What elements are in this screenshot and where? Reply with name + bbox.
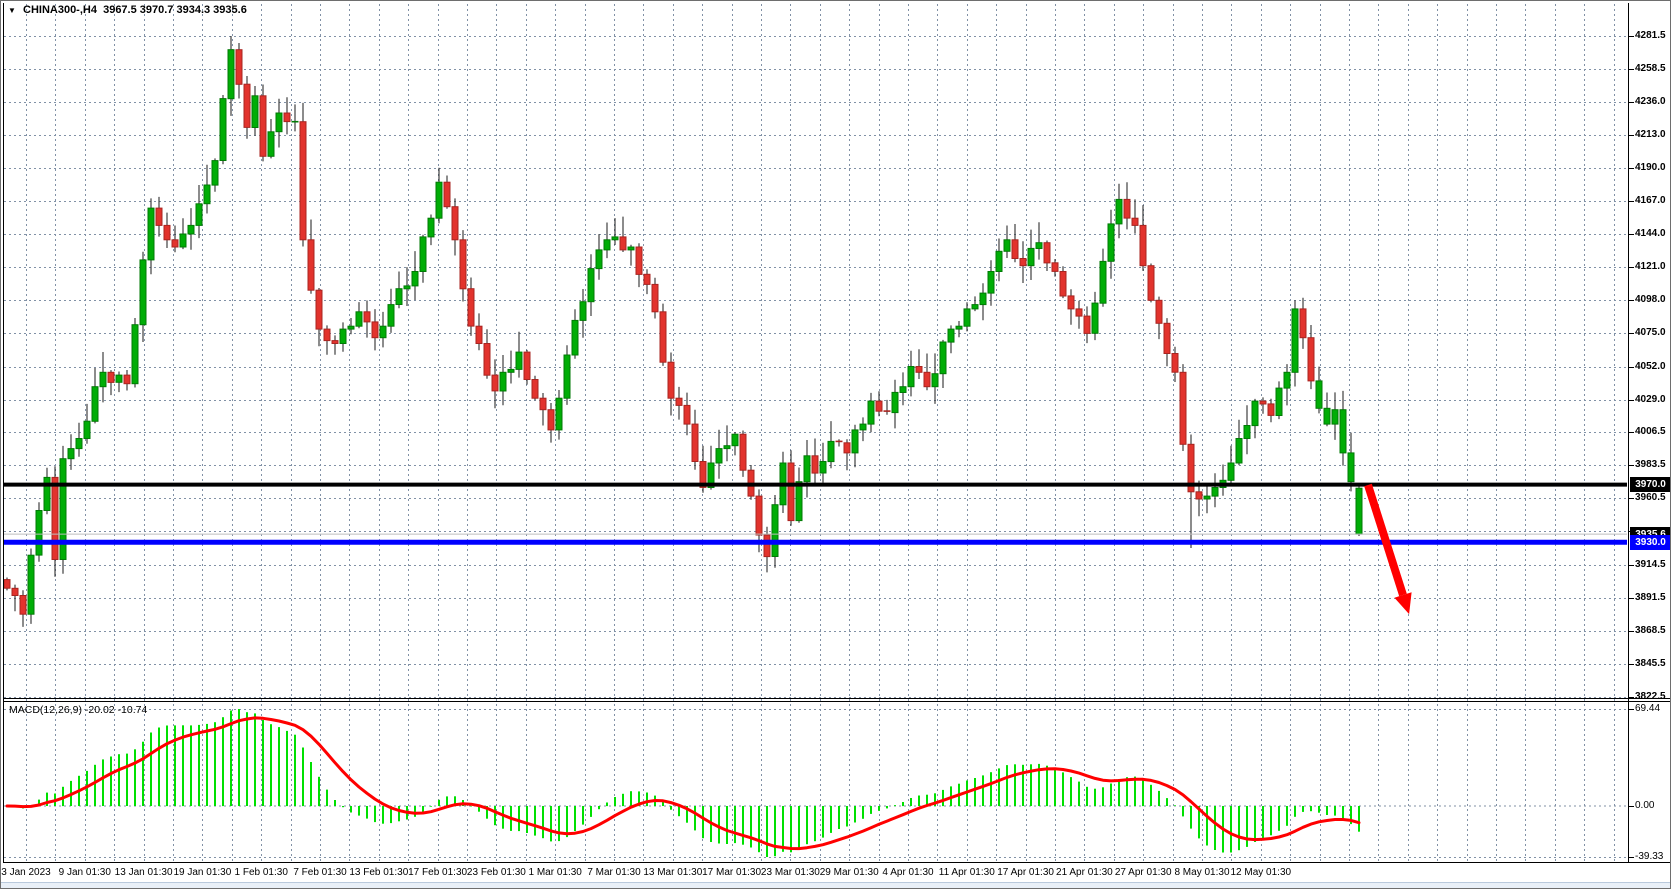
time-axis-label: 21 Apr 01:30 — [1056, 867, 1113, 878]
time-axis-label: 12 May 01:30 — [1230, 867, 1292, 878]
time-axis-label: 29 Mar 01:30 — [819, 867, 879, 878]
macd-axis-label: -39.33 — [1635, 851, 1664, 862]
price-axis-label: 4075.0 — [1635, 327, 1666, 339]
chart-ohlc-values: 3967.5 3970.7 3934.3 3935.6 — [96, 4, 247, 16]
doji-candles — [291, 120, 891, 443]
time-axis-label: 7 Feb 01:30 — [293, 867, 347, 878]
grid-lines — [4, 4, 1627, 862]
price-axis-label: 4052.0 — [1635, 360, 1666, 372]
price-axis-label: 3868.5 — [1635, 624, 1666, 636]
price-axis-label: 4098.0 — [1635, 294, 1666, 306]
time-axis-label: 13 Jan 01:30 — [114, 867, 173, 878]
time-axis-label: 1 Feb 01:30 — [234, 867, 288, 878]
time-axis-label: 9 Jan 01:30 — [58, 867, 111, 878]
candle-wicks — [6, 36, 1360, 627]
price-axis-label: 4258.5 — [1635, 63, 1666, 75]
time-axis-label: 11 Apr 01:30 — [938, 867, 995, 878]
price-axis-label: 3845.5 — [1635, 657, 1666, 669]
chart-title-bar: ▼ CHINA300-,H4 3967.5 3970.7 3934.3 3935… — [1, 4, 601, 20]
candles-bearish — [3, 49, 1315, 615]
price-axis-label: 4006.5 — [1635, 426, 1666, 438]
time-axis-label: 23 Feb 01:30 — [466, 867, 526, 878]
time-axis-label: 13 Feb 01:30 — [349, 867, 409, 878]
macd-axis-label: 0.00 — [1635, 800, 1655, 812]
time-axis-label: 7 Mar 01:30 — [587, 867, 641, 878]
price-axis-label: 4029.0 — [1635, 393, 1666, 405]
window-menu-icon[interactable]: ▼ — [8, 6, 16, 15]
price-axis-label: 3914.5 — [1635, 558, 1666, 570]
price-badge-3970.0: 3970.0 — [1630, 477, 1670, 493]
price-axis-label: 3822.5 — [1635, 691, 1666, 702]
time-axis-label: 3 Jan 2023 — [1, 867, 51, 878]
macd-indicator-label: MACD(12,26,9) -20.02 -10.74 — [9, 704, 148, 716]
window-bottom-edge — [1, 882, 1670, 888]
time-axis-label: 23 Mar 01:30 — [760, 867, 820, 878]
price-axis-label: 4167.0 — [1635, 194, 1666, 206]
price-axis-label: 4281.5 — [1635, 30, 1666, 41]
macd-signal-line — [5, 716, 1361, 851]
time-axis-label: 17 Apr 01:30 — [997, 867, 1054, 878]
price-axis-label: 4190.0 — [1635, 161, 1666, 173]
panel-borders — [3, 3, 1670, 867]
macd-axis-label: 69.44 — [1635, 703, 1661, 714]
chart-title: CHINA300-,H4 3967.5 3970.7 3934.3 3935.6 — [23, 4, 247, 16]
price-badge-3930.0: 3930.0 — [1630, 534, 1670, 550]
price-axis-label: 3960.5 — [1635, 492, 1666, 504]
time-axis-label: 17 Feb 01:30 — [408, 867, 468, 878]
time-axis-label: 1 Mar 01:30 — [528, 867, 582, 878]
time-axis-label: 4 Apr 01:30 — [882, 867, 934, 878]
time-axis-label: 13 Mar 01:30 — [643, 867, 703, 878]
price-axis-label: 3983.5 — [1635, 459, 1666, 471]
price-axis-label: 4144.0 — [1635, 228, 1666, 239]
price-axis[interactable]: 4281.5 4258.5 4236.0 4213.0 4190.0 4167.0 4144… — [1629, 1, 1670, 863]
trend-arrow-annotation[interactable] — [1364, 483, 1412, 615]
candles-bullish — [27, 49, 1363, 615]
price-axis-label: 4213.0 — [1635, 128, 1666, 140]
time-axis-label: 8 May 01:30 — [1174, 867, 1230, 878]
time-axis-label: 17 Mar 01:30 — [702, 867, 762, 878]
chart-symbol-period: CHINA300-,H4 — [23, 4, 97, 16]
price-axis-label: 3891.5 — [1635, 591, 1666, 603]
price-axis-label: 4121.0 — [1635, 261, 1666, 273]
time-axis[interactable]: 3 Jan 2023 9 Jan 01:30 13 Jan 01:30 19 Jan … — [1, 863, 1670, 882]
time-axis-label: 19 Jan 01:30 — [173, 867, 232, 878]
time-axis-label: 27 Apr 01:30 — [1114, 867, 1172, 878]
price-axis-label: 4236.0 — [1635, 95, 1666, 107]
